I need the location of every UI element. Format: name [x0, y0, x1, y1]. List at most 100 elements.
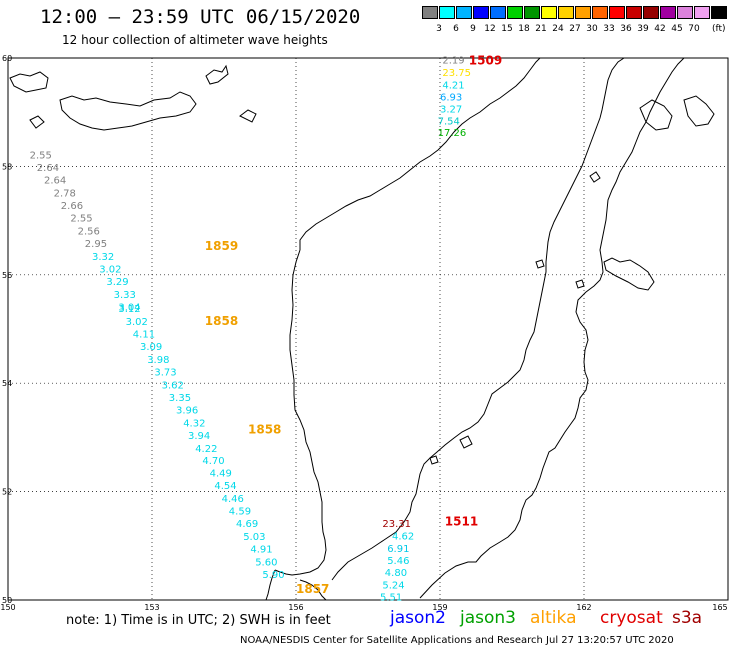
legend-swatch [626, 6, 642, 19]
wave-height-value: 4.69 [236, 519, 258, 530]
wave-height-value: 2.55 [70, 213, 92, 224]
lat-tick-label: 58 [2, 162, 12, 171]
legend-label: 42 [654, 24, 666, 34]
wave-height-value: 3.12 [118, 304, 140, 315]
wave-height-value: 2.55 [30, 151, 52, 162]
map-tick-labels: 150 153 156 159 162 165 50 52 54 56 58 60 [0, 54, 727, 612]
pass-time-label: 1857 [296, 582, 329, 596]
mission-label: cryosat [600, 608, 663, 628]
wave-height-value: 5.03 [243, 532, 265, 543]
mission-label: altika [530, 608, 577, 628]
lon-tick-label: 153 [144, 603, 159, 612]
wave-height-value: 3.94 [188, 431, 210, 442]
legend-label: 36 [620, 24, 632, 34]
coastline [9, 57, 715, 601]
wave-height-value: 3.62 [162, 380, 184, 391]
wave-height-value: 3.32 [92, 252, 114, 263]
legend-swatch [592, 6, 608, 19]
legend-label: 3 [436, 24, 442, 34]
mission-label: s3a [672, 608, 703, 628]
wave-height-value: 4.62 [392, 532, 414, 543]
wave-height-value: 4.70 [202, 456, 224, 467]
legend-label: 9 [470, 24, 476, 34]
pass-time-label: 1511 [445, 514, 478, 528]
lat-tick-label: 56 [2, 271, 12, 280]
wave-height-value: 3.35 [169, 393, 191, 404]
wave-height-value: 4.11 [133, 329, 155, 340]
legend-label: 21 [535, 24, 547, 34]
wave-height-value: 4.80 [385, 568, 407, 579]
legend-swatch [677, 6, 693, 19]
wave-height-value: 5.24 [382, 580, 404, 591]
legend-swatch [541, 6, 557, 19]
wave-height-value: 4.32 [183, 418, 205, 429]
legend-swatch [643, 6, 659, 19]
wave-height-value: 4.22 [195, 444, 217, 455]
wave-height-value: 3.09 [140, 342, 162, 353]
legend-label: 6 [453, 24, 459, 34]
wave-height-value: 17.26 [438, 128, 467, 139]
legend-swatch [524, 6, 540, 19]
wave-height-value: 3.27 [440, 104, 462, 115]
pass-time-label: 1858 [248, 422, 281, 436]
wave-height-value: 2.64 [37, 163, 59, 174]
legend-label: 30 [586, 24, 598, 34]
wave-height-value: 2.78 [54, 189, 76, 200]
legend-swatch [507, 6, 523, 19]
legend-label: 24 [552, 24, 564, 34]
lon-tick-label: 165 [712, 603, 727, 612]
wave-height-value: 4.54 [214, 481, 236, 492]
pass-time-label: 1509 [469, 54, 502, 68]
legend-label: 15 [501, 24, 513, 34]
legend-label: 18 [518, 24, 530, 34]
legend-label: 12 [484, 24, 496, 34]
legend-swatch [694, 6, 710, 19]
wave-height-value: 3.04 [118, 302, 140, 313]
wave-height-value: 3.33 [114, 290, 136, 301]
wave-height-value: 23.31 [382, 519, 411, 530]
map-grid [8, 58, 728, 600]
lon-tick-label: 156 [288, 603, 303, 612]
legend-swatch [660, 6, 676, 19]
legend-label: 27 [569, 24, 581, 34]
lon-tick-label: 159 [432, 603, 447, 612]
wave-height-value: 4.21 [442, 81, 464, 92]
wave-height-value: 5.51 [380, 592, 402, 603]
legend-label: 45 [671, 24, 683, 34]
wave-height-value: 6.91 [387, 544, 409, 555]
credit-line: NOAA/NESDIS Center for Satellite Applica… [240, 635, 674, 646]
lon-tick-label: 162 [576, 603, 591, 612]
wave-height-value: 23.75 [442, 68, 471, 79]
wave-height-value: 2.64 [44, 175, 66, 186]
legend-swatch [711, 6, 727, 19]
wave-height-value: 3.29 [106, 277, 128, 288]
legend-swatch [490, 6, 506, 19]
footnote: note: 1) Time is in UTC; 2) SWH is in fe… [66, 613, 331, 628]
wave-height-value: 5.90 [262, 570, 284, 581]
legend-swatch [575, 6, 591, 19]
map-frame [7, 57, 729, 601]
wave-height-value: 6.93 [440, 93, 462, 104]
page-subtitle: 12 hour collection of altimeter wave hei… [62, 33, 328, 47]
legend-swatch [456, 6, 472, 19]
legend-swatch [473, 6, 489, 19]
legend-label: 70 [688, 24, 700, 34]
lat-tick-label: 50 [2, 596, 12, 605]
lon-tick-label: 150 [0, 603, 15, 612]
wave-height-value: 4.49 [210, 469, 232, 480]
wave-height-value: 5.60 [255, 558, 277, 569]
legend-swatch [558, 6, 574, 19]
wave-height-value: 3.02 [126, 317, 148, 328]
wave-height-value: 2.19 [442, 56, 464, 67]
mission-label: jason3 [460, 608, 516, 628]
legend-swatch [439, 6, 455, 19]
legend-label: 39 [637, 24, 649, 34]
wave-height-value: 3.02 [99, 264, 121, 275]
page-title: 12:00 – 23:59 UTC 06/15/2020 [40, 6, 361, 28]
pass-time-label: 1859 [205, 239, 238, 253]
wave-height-value: 3.98 [147, 355, 169, 366]
wave-height-value: 7.54 [438, 116, 460, 127]
mission-label: jason2 [390, 608, 446, 628]
legend-swatch [422, 6, 438, 19]
